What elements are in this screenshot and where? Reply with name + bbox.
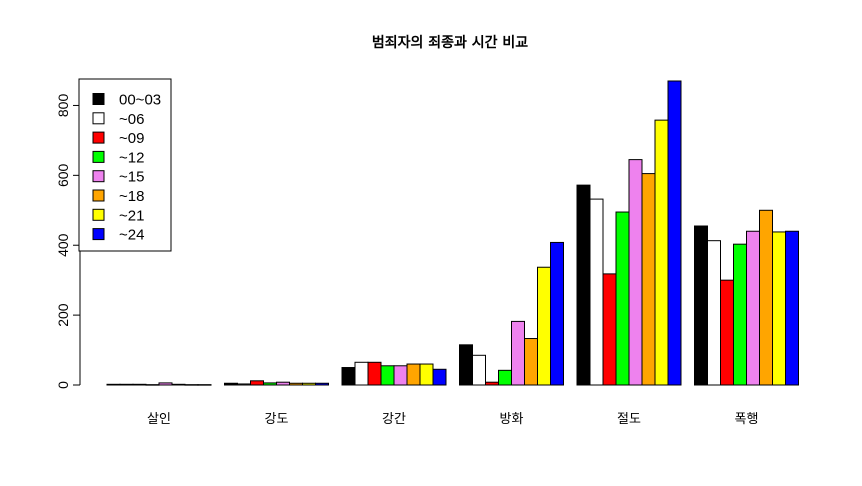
legend-label: ~12 xyxy=(119,149,144,166)
bar xyxy=(380,365,395,386)
bar xyxy=(733,243,747,386)
legend-swatch xyxy=(92,208,105,221)
bar xyxy=(746,230,760,386)
bar xyxy=(354,361,369,386)
legend-swatch xyxy=(92,228,105,241)
bar xyxy=(772,231,786,386)
chart-title: 범죄자의 죄종과 시간 비교 xyxy=(372,34,528,51)
bar xyxy=(615,211,630,386)
legend-box xyxy=(78,78,172,252)
bar xyxy=(237,383,251,386)
bar xyxy=(224,382,238,386)
bar xyxy=(654,119,669,386)
bars-group xyxy=(106,80,799,386)
x-category-label: 살인 xyxy=(147,412,171,427)
y-tick-label: 800 xyxy=(55,94,71,118)
bar xyxy=(406,363,421,386)
y-tick-label: 400 xyxy=(55,233,71,257)
x-category-label: 강도 xyxy=(265,412,289,427)
legend-label: ~09 xyxy=(119,130,144,147)
y-axis: 0 200 400 600 800 xyxy=(55,94,81,389)
bar xyxy=(145,384,160,386)
bar xyxy=(720,279,734,386)
bar xyxy=(393,365,408,386)
bar xyxy=(158,382,173,386)
category-labels: 살인 강도 강간 방화 절도 폭행 xyxy=(147,411,758,427)
bar xyxy=(302,382,316,386)
bar xyxy=(184,384,199,386)
bar xyxy=(759,209,773,386)
bar xyxy=(459,344,473,386)
bar xyxy=(432,368,447,386)
bar xyxy=(485,381,499,386)
bar xyxy=(119,383,134,386)
y-tick-label: 200 xyxy=(55,303,71,327)
bar xyxy=(785,230,799,386)
bar xyxy=(537,266,551,386)
bar xyxy=(263,382,277,386)
legend-label: ~24 xyxy=(119,227,144,244)
legend-swatch xyxy=(92,189,105,202)
bar xyxy=(589,198,604,386)
bar xyxy=(576,184,591,386)
bar xyxy=(641,173,656,386)
y-tick-label: 600 xyxy=(55,163,71,187)
legend-swatch xyxy=(92,131,105,144)
legend-swatch xyxy=(92,93,105,105)
bar xyxy=(694,225,708,386)
bar xyxy=(419,363,434,386)
bar xyxy=(315,382,329,386)
bar xyxy=(511,320,525,386)
x-category-label: 방화 xyxy=(500,412,524,427)
legend-label: ~18 xyxy=(119,188,144,205)
bar xyxy=(289,382,303,386)
x-category-label: 절도 xyxy=(617,412,641,427)
bar xyxy=(106,383,121,386)
bar xyxy=(524,338,538,386)
bar xyxy=(602,273,617,386)
bar xyxy=(250,380,264,386)
bar xyxy=(367,361,382,386)
bar xyxy=(550,241,564,386)
bar xyxy=(197,384,212,386)
legend: 00~03 ~06 ~09 ~12 ~15 ~18 ~21 ~24 xyxy=(78,78,172,252)
x-category-label: 폭행 xyxy=(735,411,759,427)
bar xyxy=(628,159,643,386)
legend-label: 00~03 xyxy=(119,92,161,109)
bar xyxy=(498,369,512,386)
bar xyxy=(707,240,721,386)
legend-swatch xyxy=(92,112,105,125)
y-tick-label: 0 xyxy=(55,381,71,389)
legend-swatch xyxy=(92,170,105,183)
bar xyxy=(276,381,290,386)
bar xyxy=(472,354,486,386)
legend-label: ~06 xyxy=(119,111,144,128)
legend-swatch xyxy=(92,150,105,163)
bar xyxy=(171,383,186,386)
legend-label: ~21 xyxy=(119,207,144,224)
bar xyxy=(341,367,356,386)
bar xyxy=(667,80,682,386)
x-category-label: 강간 xyxy=(382,412,406,427)
bar xyxy=(132,383,147,386)
legend-label: ~15 xyxy=(119,169,144,186)
